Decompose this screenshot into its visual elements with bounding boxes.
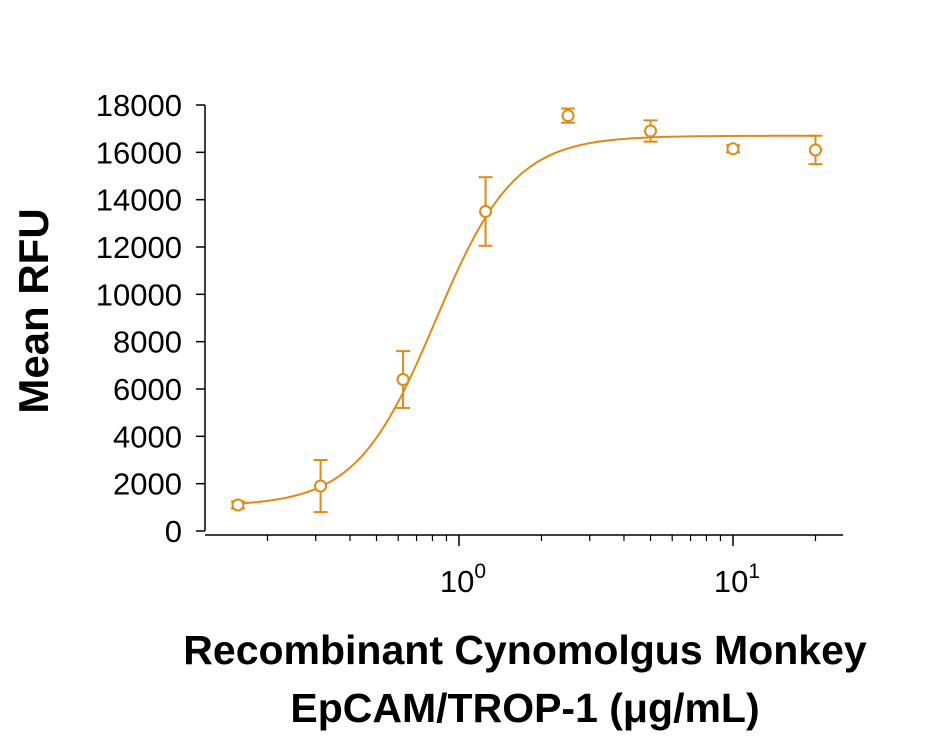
x-tick-label: 100 bbox=[440, 560, 486, 599]
y-axis: 0 2000 4000 6000 8000 10000 12000 14000 16000 180… bbox=[96, 88, 206, 549]
y-tick-label: 6000 bbox=[113, 372, 182, 407]
x-tick-label: 101 bbox=[714, 560, 760, 599]
data-point bbox=[808, 143, 822, 157]
data-points bbox=[230, 107, 823, 514]
x-axis-label-line1: Recombinant Cynomolgus Monkey bbox=[183, 627, 867, 673]
x-axis: 100 101 bbox=[205, 534, 843, 599]
y-tick-label: 8000 bbox=[113, 325, 182, 360]
data-point bbox=[314, 479, 328, 493]
y-tick-label: 16000 bbox=[96, 135, 182, 170]
data-point bbox=[231, 498, 245, 512]
y-tick-label: 4000 bbox=[113, 419, 182, 454]
data-point bbox=[644, 124, 658, 138]
y-tick-label: 14000 bbox=[96, 183, 182, 218]
data-point bbox=[561, 109, 575, 123]
y-axis-label: Mean RFU bbox=[10, 208, 57, 413]
x-axis-label-line2: EpCAM/TROP-1 (μg/mL) bbox=[290, 685, 759, 731]
data-point bbox=[396, 373, 410, 387]
fit-curve bbox=[237, 134, 816, 505]
y-tick-label: 12000 bbox=[96, 230, 182, 265]
data-point bbox=[479, 205, 493, 218]
y-tick-label: 10000 bbox=[96, 277, 182, 312]
y-tick-label: 2000 bbox=[113, 467, 182, 502]
y-tick-label: 18000 bbox=[96, 88, 182, 123]
y-tick-label: 0 bbox=[165, 514, 182, 549]
data-point bbox=[726, 142, 740, 156]
